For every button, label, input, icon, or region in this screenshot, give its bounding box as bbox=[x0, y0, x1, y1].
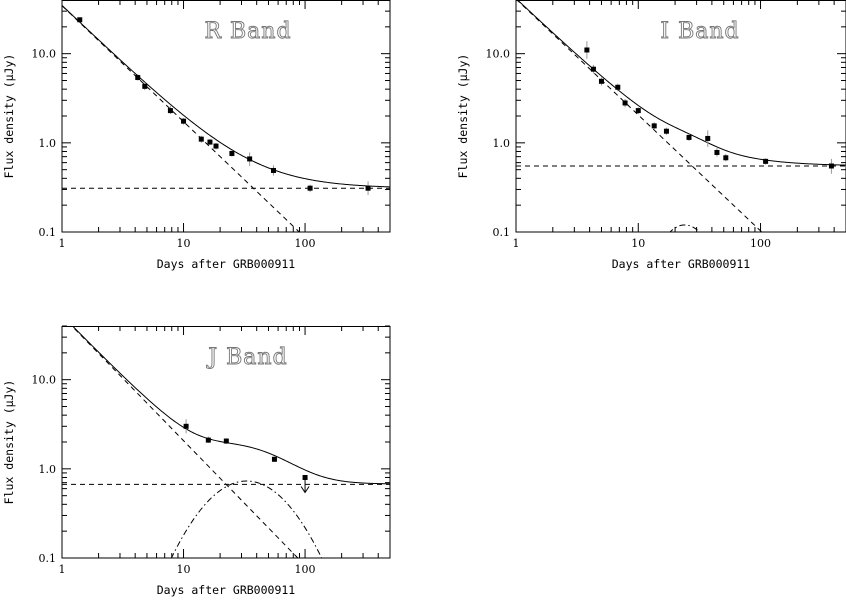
data-series bbox=[183, 419, 310, 494]
x-axis-label: Days after GRB000911 bbox=[612, 257, 751, 271]
data-point bbox=[714, 149, 720, 155]
powerlaw-component bbox=[62, 5, 300, 232]
data-point bbox=[271, 456, 277, 462]
y-tick-label: 1.0 bbox=[39, 137, 57, 150]
powerlaw-component bbox=[516, 0, 763, 232]
data-point bbox=[135, 75, 141, 81]
data-point bbox=[828, 163, 834, 169]
y-axis-label: Flux density (μJy) bbox=[2, 380, 16, 505]
panel-3: 1 10 100 0.1 1.0 10.0 Days after GRB000911 Flux… bbox=[2, 325, 391, 597]
data-point bbox=[205, 437, 211, 443]
data-point bbox=[584, 47, 590, 53]
data-series bbox=[77, 17, 371, 196]
y-tick-label: 0.1 bbox=[39, 552, 57, 565]
model-curves bbox=[62, 5, 390, 232]
y-tick-label: 0.1 bbox=[493, 226, 511, 239]
data-point bbox=[365, 185, 371, 191]
data-point bbox=[229, 150, 235, 156]
data-point bbox=[723, 155, 729, 161]
y-axis-label: Flux density (μJy) bbox=[2, 54, 16, 179]
data-point bbox=[183, 423, 189, 429]
x-tick-label: 100 bbox=[295, 563, 316, 576]
data-point bbox=[207, 139, 213, 145]
panel-2: 1 10 100 0.1 1.0 10.0 Days after GRB000911 Flux… bbox=[456, 0, 846, 271]
y-tick-label: 10.0 bbox=[32, 374, 57, 387]
x-tick-label: 10 bbox=[177, 563, 191, 576]
data-point bbox=[686, 134, 692, 140]
data-point bbox=[198, 136, 204, 142]
x-tick-label: 1 bbox=[59, 237, 66, 250]
data-point bbox=[635, 108, 641, 114]
data-series bbox=[584, 41, 834, 174]
panel-1: 1 10 100 0.1 1.0 10.0 Days after GRB000911 Flux… bbox=[2, 0, 391, 271]
x-tick-label: 1 bbox=[513, 237, 520, 250]
data-point bbox=[615, 84, 621, 90]
x-tick-label: 100 bbox=[750, 237, 771, 250]
data-point bbox=[167, 108, 173, 114]
data-point bbox=[651, 123, 657, 129]
chart-title: R Band bbox=[204, 19, 291, 44]
y-tick-label: 10.0 bbox=[486, 48, 511, 61]
chart-title: I Band bbox=[660, 19, 739, 44]
y-tick-label: 0.1 bbox=[39, 226, 57, 239]
bump-component bbox=[669, 224, 701, 232]
data-point bbox=[77, 17, 83, 23]
x-axis-label: Days after GRB000911 bbox=[157, 583, 296, 597]
data-point bbox=[142, 83, 148, 89]
data-point bbox=[705, 135, 711, 141]
x-tick-label: 10 bbox=[177, 237, 191, 250]
data-point bbox=[181, 118, 187, 124]
data-point bbox=[590, 66, 596, 72]
total-model-curve bbox=[71, 326, 390, 485]
data-point bbox=[213, 143, 219, 149]
y-tick-label: 1.0 bbox=[493, 137, 511, 150]
data-point bbox=[271, 167, 277, 173]
x-axis-label: Days after GRB000911 bbox=[157, 257, 296, 271]
data-point bbox=[247, 156, 253, 162]
x-tick-label: 10 bbox=[631, 237, 645, 250]
x-tick-label: 1 bbox=[59, 563, 66, 576]
y-axis-label: Flux density (μJy) bbox=[456, 54, 470, 179]
y-tick-label: 10.0 bbox=[32, 48, 57, 61]
data-point bbox=[598, 78, 604, 84]
model-curves bbox=[516, 0, 846, 232]
chart-title: J Band bbox=[206, 345, 287, 370]
y-tick-label: 1.0 bbox=[39, 463, 57, 476]
data-point bbox=[663, 128, 669, 134]
data-point bbox=[307, 185, 313, 191]
upper-limit-arrow-head bbox=[300, 486, 310, 494]
x-tick-label: 100 bbox=[295, 237, 316, 250]
total-model-curve bbox=[62, 5, 390, 188]
data-point bbox=[223, 438, 229, 444]
data-point bbox=[622, 100, 628, 106]
data-point bbox=[763, 158, 769, 164]
total-model-curve bbox=[516, 0, 846, 166]
